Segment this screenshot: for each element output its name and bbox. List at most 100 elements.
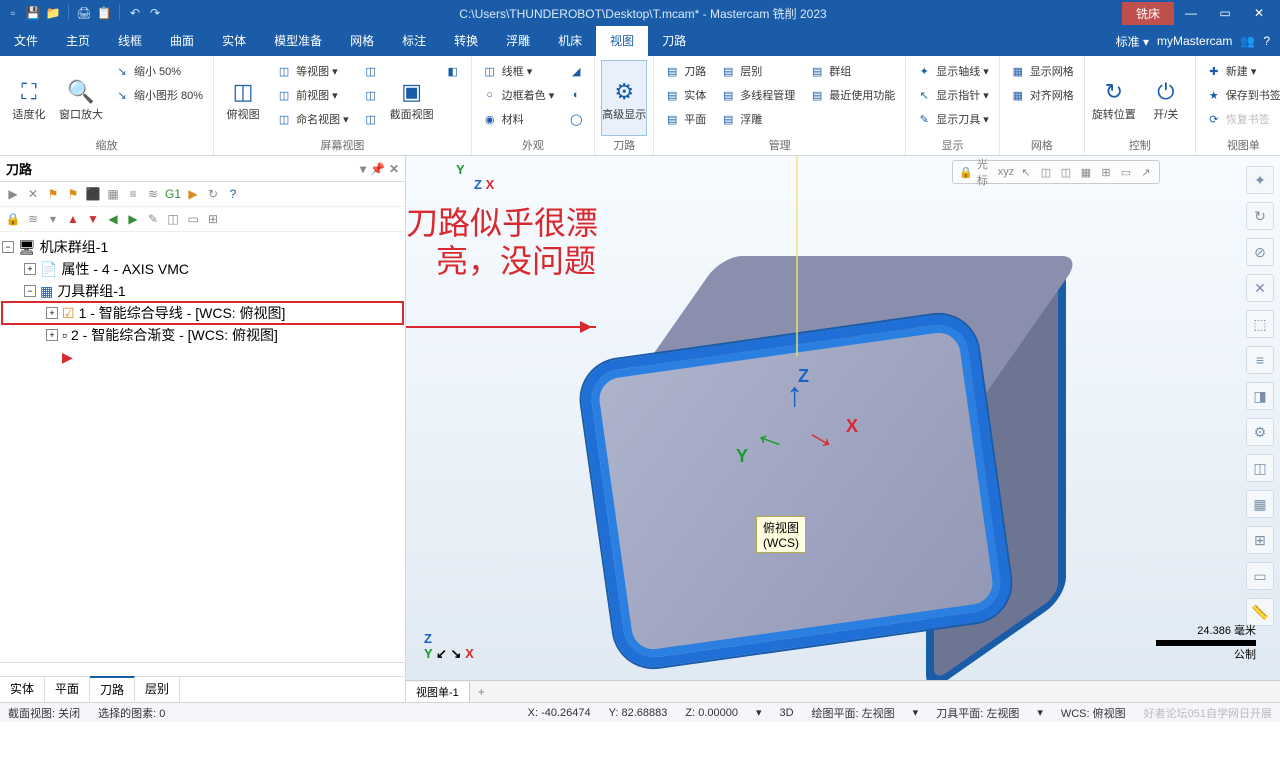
tb-icon[interactable]: ▼ — [84, 210, 102, 228]
mgr-relief[interactable]: ▤浮雕 — [716, 108, 799, 130]
panel-close-icon[interactable]: ✕ — [389, 162, 399, 176]
vt-icon[interactable]: ↗ — [1137, 163, 1155, 181]
vt-icon[interactable]: ▭ — [1117, 163, 1135, 181]
rotate-pos-button[interactable]: ↻旋转位置 — [1091, 60, 1137, 136]
list-icon[interactable]: ≡ — [1246, 346, 1274, 374]
tb-icon[interactable]: ▾ — [44, 210, 62, 228]
new-sheet-button[interactable]: ✚新建 ▾ — [1202, 60, 1280, 82]
section-icon[interactable]: ◫ — [1246, 454, 1274, 482]
undo-icon[interactable]: ↶ — [126, 4, 144, 22]
tree-toolgroup[interactable]: − ▦ 刀具群组-1 — [2, 280, 403, 302]
my-mastercam[interactable]: myMastercam — [1157, 34, 1232, 48]
mgr-thread[interactable]: ▤多线程管理 — [716, 84, 799, 106]
vt-icon[interactable]: ⊞ — [1097, 163, 1115, 181]
tab-home[interactable]: 主页 — [52, 26, 104, 56]
add-viewsheet-button[interactable]: + — [470, 685, 493, 699]
tb-icon[interactable]: ⬛ — [84, 185, 102, 203]
expand-icon[interactable]: − — [24, 285, 36, 297]
cancel-icon[interactable]: ⊘ — [1246, 238, 1274, 266]
panel-dropdown-icon[interactable]: ▾ — [360, 162, 366, 176]
tb-icon[interactable]: ≋ — [144, 185, 162, 203]
tab-toolpath[interactable]: 刀路 — [90, 676, 135, 701]
report-icon[interactable]: 📋 — [95, 4, 113, 22]
tb-icon[interactable]: ⚑ — [64, 185, 82, 203]
tb-icon[interactable]: ⊞ — [204, 210, 222, 228]
tb-icon[interactable]: ◫ — [164, 210, 182, 228]
show-pointer-button[interactable]: ↖显示指针 ▾ — [912, 84, 993, 106]
tb-icon[interactable]: 🔒 — [4, 210, 22, 228]
restore-bookmark-button[interactable]: ⟳恢复书签 — [1202, 108, 1280, 130]
save-bookmark-button[interactable]: ★保存到书签 — [1202, 84, 1280, 106]
tb-icon[interactable]: G1 — [164, 185, 182, 203]
operations-tree[interactable]: − 🖥 机床群组-1 + 📄 属性 - 4 - AXIS VMC − ▦ 刀具群… — [0, 232, 405, 662]
tab-wireframe[interactable]: 线框 — [104, 26, 156, 56]
app-extra3[interactable]: ◯ — [564, 108, 588, 130]
expand-icon[interactable]: + — [46, 307, 58, 319]
topview-button[interactable]: ◫俯视图 — [220, 60, 266, 136]
status-wcs[interactable]: WCS: 俯视图 — [1061, 705, 1126, 721]
tb-icon[interactable]: ▶ — [4, 185, 22, 203]
status-toolplane[interactable]: 刀具平面: 左视图 — [936, 705, 1019, 721]
vt-icon[interactable]: 🔒 — [957, 163, 975, 181]
x-icon[interactable]: ✕ — [1246, 274, 1274, 302]
tb-icon[interactable]: ▶ — [184, 185, 202, 203]
vt-icon[interactable]: ↖ — [1017, 163, 1035, 181]
cube-icon[interactable]: ⬚ — [1246, 310, 1274, 338]
view-extra1[interactable]: ◫ — [359, 60, 383, 82]
tab-mesh[interactable]: 网格 — [336, 26, 388, 56]
tb-icon[interactable]: ✕ — [24, 185, 42, 203]
tb-icon[interactable]: ≋ — [24, 210, 42, 228]
tab-file[interactable]: 文件 — [0, 26, 52, 56]
grid-icon[interactable]: ⊞ — [1246, 526, 1274, 554]
show-axes-button[interactable]: ✦显示轴线 ▾ — [912, 60, 993, 82]
tb-icon[interactable]: ◀ — [104, 210, 122, 228]
tree-op2[interactable]: + ▫ 2 - 智能综合渐变 - [WCS: 俯视图] — [2, 324, 403, 346]
tab-level[interactable]: 层别 — [135, 677, 180, 702]
mgr-solid[interactable]: ▤实体 — [660, 84, 710, 106]
redo-icon[interactable]: ↷ — [146, 4, 164, 22]
namedview-button[interactable]: ◫命名视图 ▾ — [272, 108, 353, 130]
app-extra1[interactable]: ◢ — [564, 60, 588, 82]
isoview-button[interactable]: ◫等视图 ▾ — [272, 60, 353, 82]
sectionview-button[interactable]: ▣截面视图 — [389, 60, 435, 136]
tb-icon[interactable]: ↻ — [204, 185, 222, 203]
tb-icon[interactable]: ⚑ — [44, 185, 62, 203]
community-icon[interactable]: 👥 — [1240, 34, 1255, 48]
view-more[interactable]: ◧ — [441, 60, 465, 82]
tb-icon[interactable]: ▭ — [184, 210, 202, 228]
tab-machine[interactable]: 机床 — [544, 26, 596, 56]
layer-icon[interactable]: ▭ — [1246, 562, 1274, 590]
wireframe-button[interactable]: ◫线框 ▾ — [478, 60, 559, 82]
tab-transform[interactable]: 转换 — [440, 26, 492, 56]
tb-icon[interactable]: ▲ — [64, 210, 82, 228]
tab-solid[interactable]: 实体 — [0, 677, 45, 702]
vt-icon[interactable]: xyz — [997, 163, 1015, 181]
tree-op1[interactable]: + ☑ 1 - 智能综合导线 - [WCS: 俯视图] — [2, 302, 403, 324]
tab-modelprep[interactable]: 模型准备 — [260, 26, 336, 56]
tb-icon[interactable]: ✎ — [144, 210, 162, 228]
settings-icon[interactable]: ⚙ — [1246, 418, 1274, 446]
panel-pin-icon[interactable]: 📌 — [370, 162, 385, 176]
viewsheet-tab[interactable]: 视图单-1 — [406, 682, 470, 702]
vt-icon[interactable]: ◫ — [1057, 163, 1075, 181]
shrink50-button[interactable]: ↘缩小 50% — [110, 60, 207, 82]
window-zoom-button[interactable]: 🔍窗口放大 — [58, 60, 104, 136]
vt-icon[interactable]: ▦ — [1077, 163, 1095, 181]
close-icon[interactable]: ✕ — [1242, 0, 1276, 26]
tab-toolpath[interactable]: 刀路 — [648, 26, 700, 56]
palette-icon[interactable]: ▦ — [1246, 490, 1274, 518]
mgr-group[interactable]: ▤群组 — [805, 60, 899, 82]
new-icon[interactable]: ▫ — [4, 4, 22, 22]
expand-icon[interactable]: − — [2, 241, 14, 253]
snap-grid-button[interactable]: ▦对齐网格 — [1006, 84, 1078, 106]
tb-icon[interactable]: ≡ — [124, 185, 142, 203]
tree-root[interactable]: − 🖥 机床群组-1 — [2, 236, 403, 258]
show-tool-button[interactable]: ✎显示刀具 ▾ — [912, 108, 993, 130]
context-tab[interactable]: 铣床 — [1122, 2, 1174, 25]
expand-icon[interactable]: + — [46, 329, 58, 341]
eraser-icon[interactable]: ◨ — [1246, 382, 1274, 410]
tab-annotate[interactable]: 标注 — [388, 26, 440, 56]
mgr-level[interactable]: ▤层别 — [716, 60, 799, 82]
maximize-icon[interactable]: ▭ — [1208, 0, 1242, 26]
standard-dropdown[interactable]: 标准 ▾ — [1116, 33, 1149, 50]
